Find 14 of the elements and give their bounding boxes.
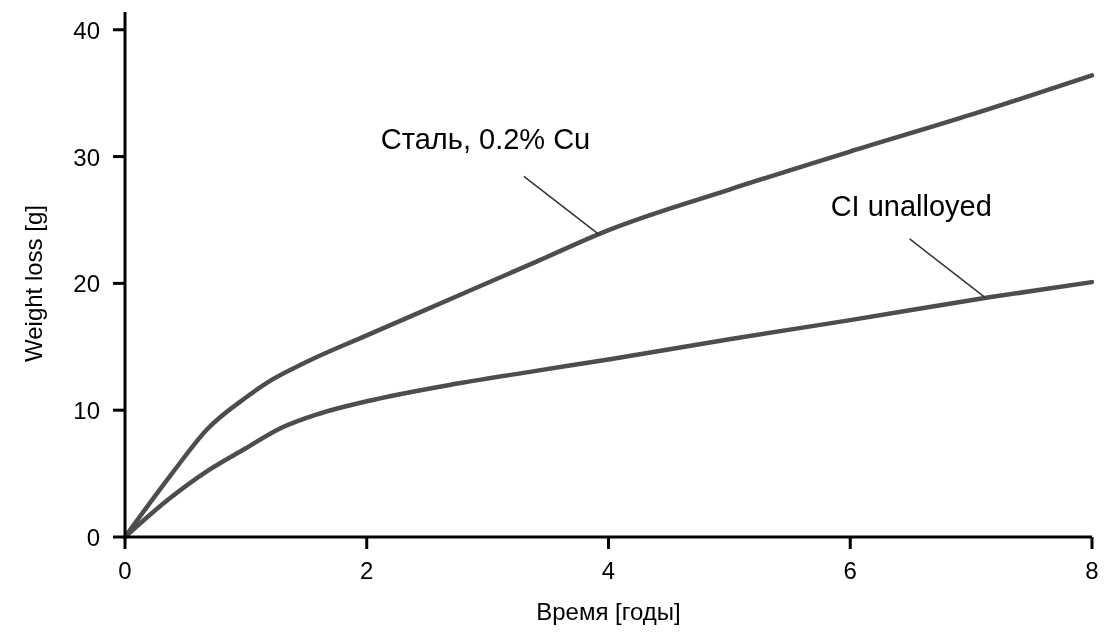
- x-tick-label: 4: [601, 557, 616, 584]
- text: Сталь, 0.2% Cu: [380, 123, 591, 156]
- y-axis-title: Weight loss [g]: [20, 205, 47, 362]
- y-tick-label: 0: [86, 524, 100, 551]
- text: CI unalloyed: [830, 189, 992, 222]
- y-tick-label: 10: [73, 397, 100, 425]
- x-axis-title: Время [годы]: [536, 598, 681, 625]
- x-tick-label: 6: [843, 557, 857, 584]
- y-tick-label: 20: [73, 270, 100, 298]
- x-tick-label: 2: [360, 557, 374, 584]
- x-tick-label: 0: [118, 557, 132, 584]
- x-tick-label: 8: [1085, 557, 1099, 584]
- y-tick-label: 40: [73, 16, 100, 44]
- y-tick-label: 30: [73, 143, 100, 171]
